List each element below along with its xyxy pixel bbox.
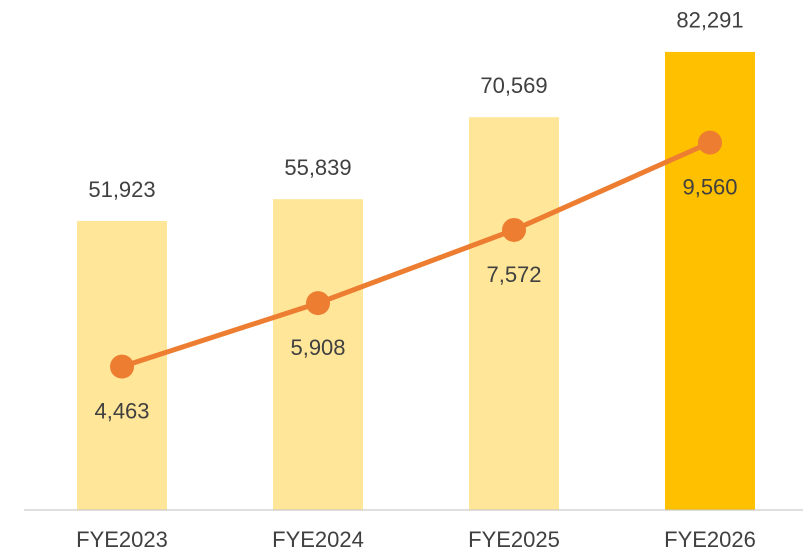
bar-value-label: 55,839: [284, 155, 351, 180]
x-tick-label: FYE2026: [664, 527, 756, 552]
line-value-label: 4,463: [94, 398, 149, 423]
line-point: [502, 217, 526, 242]
x-tick-label: FYE2024: [272, 527, 364, 552]
x-tick-label: FYE2023: [76, 527, 168, 552]
bar: [469, 117, 559, 511]
line-point: [110, 354, 134, 379]
line-value-label: 7,572: [486, 262, 541, 287]
line-point: [698, 130, 722, 155]
line: [121, 140, 712, 369]
line-value-label: 9,560: [682, 174, 737, 199]
line-value-label: 5,908: [290, 335, 345, 360]
bar: [665, 51, 755, 511]
bar-value-label: 51,923: [88, 177, 155, 202]
x-tick-label: FYE2025: [468, 527, 560, 552]
line-point: [306, 291, 330, 316]
bar-value-label: 82,291: [676, 8, 743, 33]
bar: [273, 199, 363, 510]
bar-value-label: 70,569: [480, 73, 547, 98]
